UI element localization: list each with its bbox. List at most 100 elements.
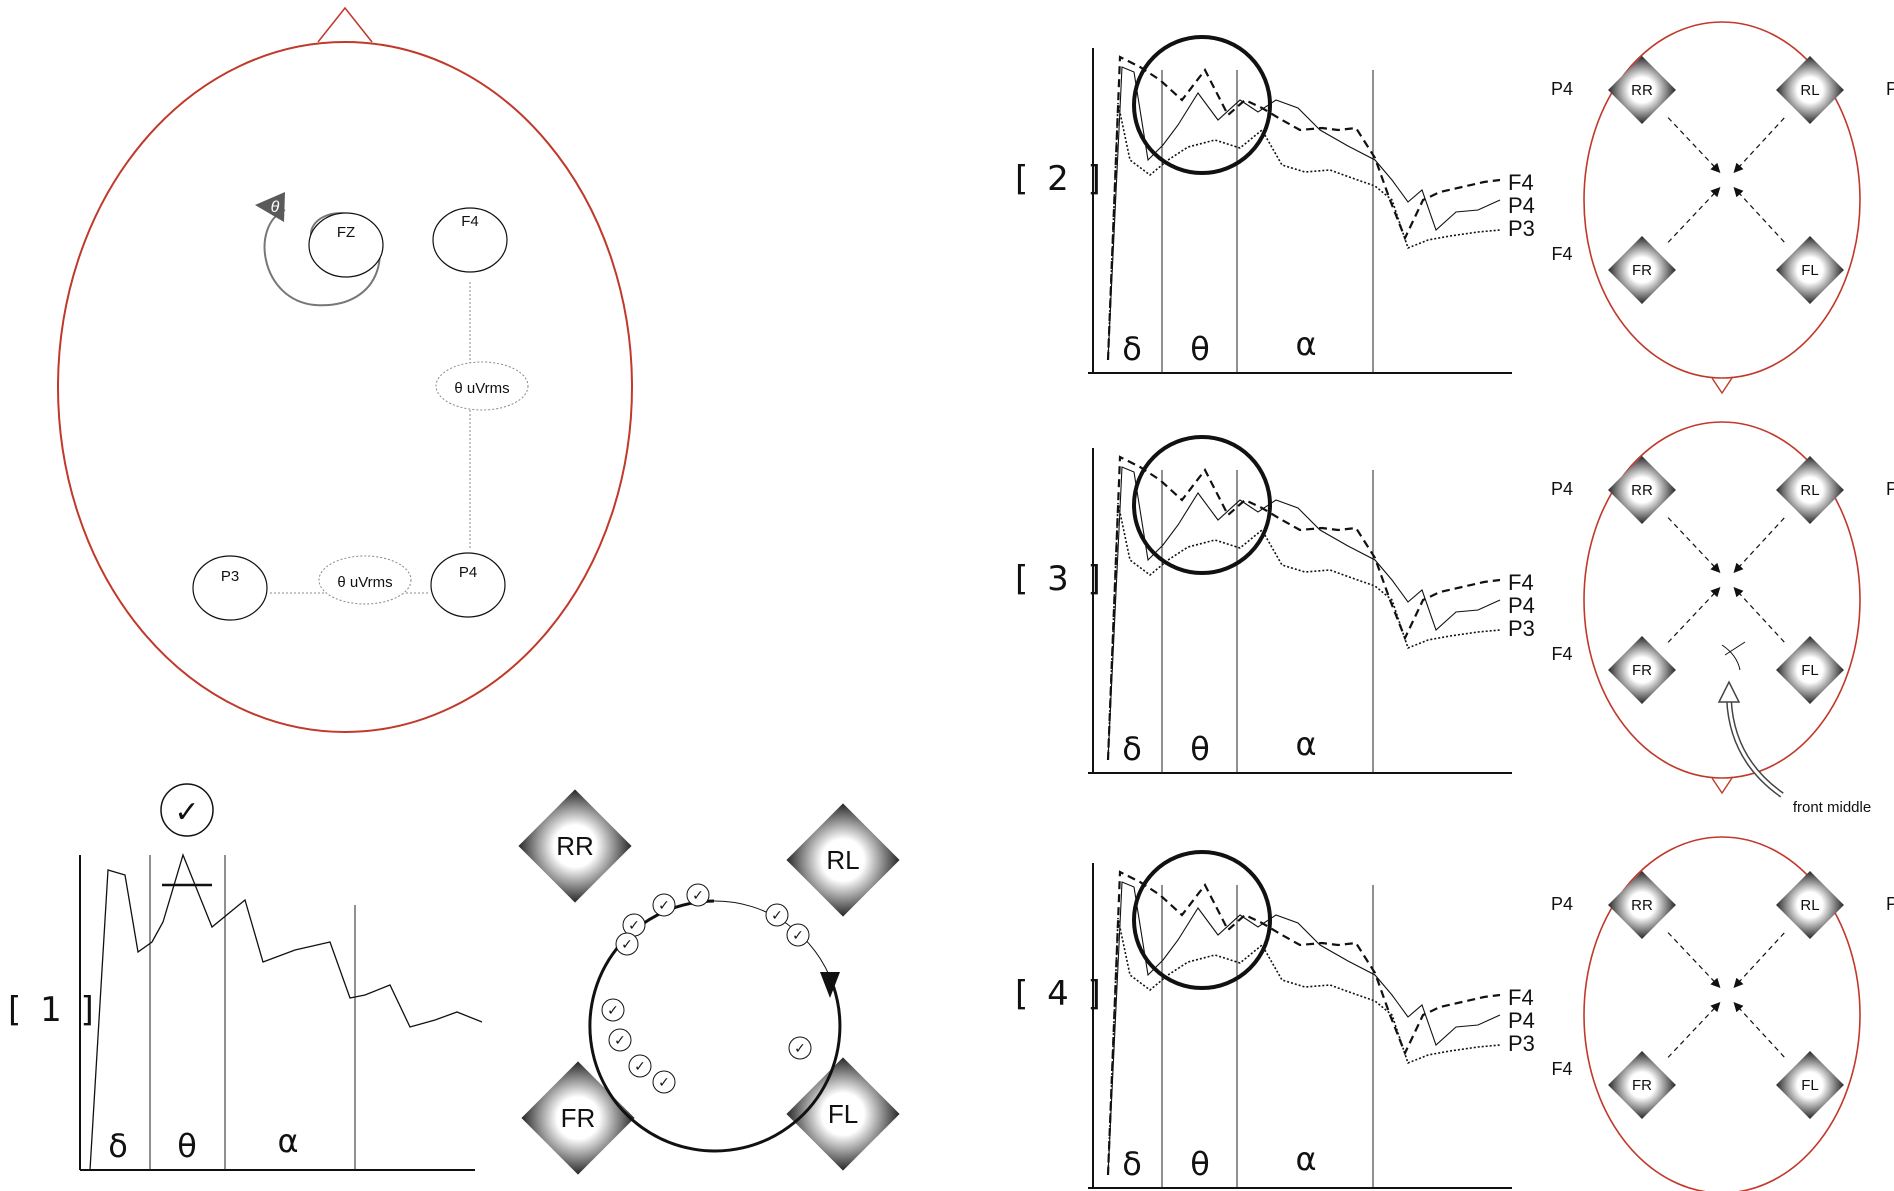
mini-head-4: P4 P3 F4 RR RL FR FL [1551, 836, 1894, 1191]
band-label-theta-2: θ [1190, 330, 1210, 368]
mini-head-2: P4 P3 F4 RR RL FR FL [1551, 21, 1894, 395]
ring-check-icon: ✓ [692, 888, 704, 904]
theta-uvrms-badge-horizontal: θ uVrms [318, 555, 412, 605]
electrode-f4: F4 [432, 207, 508, 273]
ring-check-icon: ✓ [607, 1003, 619, 1019]
trace-label-p3: P3 [1508, 1031, 1535, 1056]
mini-arrow-fl [1733, 187, 1785, 243]
panel-label-1: [ 1 ] [8, 990, 98, 1030]
panel-3: [ 3 ]F4P4P3δθαP4P3F4RRRLFRFLfront middle [1015, 421, 1894, 816]
ring-check-7: ✓ [652, 1070, 676, 1094]
speaker-label-rr: RR [556, 831, 594, 861]
band-label-alpha-2: α [1295, 325, 1316, 363]
ring-check-1: ✓ [652, 893, 676, 917]
check-badge [160, 783, 214, 837]
side-label-side-right-top: P3 [1886, 894, 1894, 914]
trace-p4 [1107, 66, 1501, 361]
mini-head-3: P4 P3 F4 RR RL FR FL front middle [1551, 421, 1894, 816]
speaker-ring: RR RL FR FL ✓ ✓ ✓ ✓ ✓ ✓ ✓ ✓ ✓ ✓ ✓ [518, 789, 900, 1175]
trace-p3 [1107, 102, 1501, 361]
electrode-label-p3: P3 [221, 568, 239, 585]
ring-check-5: ✓ [608, 1028, 632, 1052]
ring-check-4: ✓ [601, 998, 625, 1022]
band-label-alpha-3: α [1295, 725, 1316, 763]
mini-arrow-fl [1733, 587, 1785, 643]
band-label-delta-3: δ [1122, 730, 1142, 768]
spectrum-panels: [ 2 ]F4P4P3δθαP4P3F4RRRLFRFL[ 3 ]F4P4P3δ… [1015, 21, 1894, 1191]
trace-label-p3: P3 [1508, 216, 1535, 241]
check-icon: ✓ [174, 795, 199, 830]
electrode-p4: P4 [430, 552, 506, 618]
theta-uvrms-label-vertical: θ uVrms [454, 380, 509, 397]
trace-p4 [1107, 881, 1501, 1176]
mini-arrow-fr [1667, 186, 1721, 243]
panel-4: [ 4 ]F4P4P3δθαP4P3F4RRRLFRFL [1015, 836, 1894, 1191]
ring-check-10: ✓ [788, 1036, 812, 1060]
mini-speaker-label-rl: RL [1800, 82, 1819, 99]
side-label-side-left-top: P4 [1551, 894, 1573, 914]
trace-f4 [1106, 455, 1501, 761]
speaker-rr: RR [518, 789, 632, 903]
front-middle-label: front middle [1793, 799, 1871, 816]
mini-head-nose [1711, 377, 1733, 395]
theta-focus-circle [1132, 435, 1272, 575]
mini-arrow-rr [1667, 517, 1721, 574]
mini-head-nose [1711, 777, 1733, 795]
mini-speaker-label-rl: RL [1800, 897, 1819, 914]
speaker-label-fr: FR [561, 1103, 596, 1133]
theta-spiral [263, 209, 381, 307]
theta-uvrms-label-horizontal: θ uVrms [337, 574, 392, 591]
panel-label-4: [ 4 ] [1015, 974, 1105, 1014]
ring-check-icon: ✓ [621, 937, 633, 953]
ring-check-icon: ✓ [628, 918, 640, 934]
ring-direction-arrow [820, 972, 840, 998]
head-outline [57, 41, 633, 733]
trace-p4 [1107, 466, 1501, 761]
mini-speaker-label-fl: FL [1801, 662, 1819, 679]
panel-1: [ 1 ] ✓ δ θ α [8, 783, 483, 1171]
trace-label-p4: P4 [1508, 193, 1535, 218]
trace-p3 [1107, 917, 1501, 1176]
ring-check-3: ✓ [615, 932, 639, 956]
ring-check-2: ✓ [686, 883, 710, 907]
electrode-fz: FZ [263, 209, 384, 307]
theta-uvrms-badge-vertical: θ uVrms [435, 361, 529, 411]
theta-focus-circle [1132, 850, 1272, 990]
ring-thin-arc [713, 900, 834, 986]
trace-f4 [1106, 870, 1501, 1176]
trace-label-f4: F4 [1508, 985, 1534, 1010]
mini-speaker-label-fr: FR [1632, 1077, 1652, 1094]
ring-checks: ✓ ✓ ✓ ✓ ✓ ✓ ✓ ✓ ✓ ✓ ✓ [601, 883, 812, 1094]
side-label-side-left-top: P4 [1551, 79, 1573, 99]
mini-speaker-label-fl: FL [1801, 1077, 1819, 1094]
speaker-label-rl: RL [826, 845, 859, 875]
band-label-delta-2: δ [1122, 330, 1142, 368]
trace-f4 [1106, 55, 1501, 361]
trace-label-p4: P4 [1508, 593, 1535, 618]
ring-check-icon: ✓ [658, 898, 670, 914]
ring-check-icon: ✓ [658, 1075, 670, 1091]
electrode-label-f4: F4 [461, 213, 479, 230]
electrode-label-p4: P4 [459, 564, 477, 581]
band-label-delta-1: δ [108, 1127, 128, 1165]
band-label-delta-4: δ [1122, 1145, 1142, 1183]
mini-speaker-label-fr: FR [1632, 262, 1652, 279]
mini-speaker-label-rr: RR [1631, 82, 1653, 99]
electrode-p3: P3 [192, 555, 268, 621]
ring-check-icon: ✓ [771, 908, 783, 924]
mini-arrow-fl [1733, 1002, 1785, 1058]
speaker-label-fl: FL [828, 1099, 858, 1129]
trace-label-f4: F4 [1508, 170, 1534, 195]
mini-arrow-rl [1733, 932, 1785, 988]
side-label-side-right-top: P3 [1886, 79, 1894, 99]
ring-check-icon: ✓ [792, 928, 804, 944]
speaker-rl: RL [786, 803, 900, 917]
mini-speaker-label-fr: FR [1632, 662, 1652, 679]
trace-label-p3: P3 [1508, 616, 1535, 641]
mini-arrow-fr [1667, 586, 1721, 643]
spectrum-trace-1 [89, 853, 483, 1171]
ring-check-icon: ✓ [634, 1059, 646, 1075]
theta-badge-label: θ [271, 199, 280, 216]
theta-focus-circle [1132, 35, 1272, 175]
